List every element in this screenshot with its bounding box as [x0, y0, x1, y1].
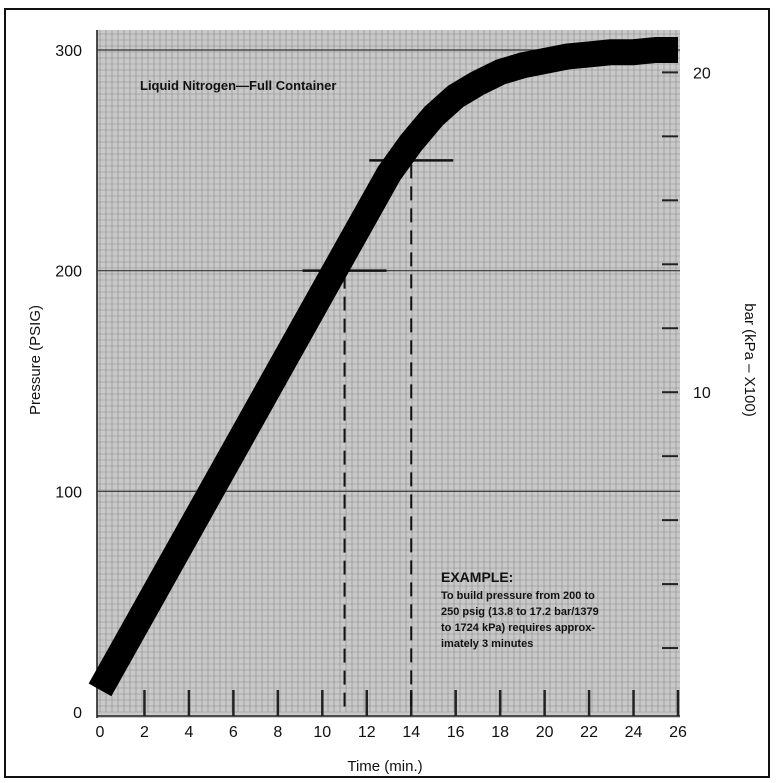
x-tick-label: 6: [229, 724, 238, 741]
plot-background: [97, 30, 680, 718]
plot-area: [97, 30, 680, 718]
x-axis-title: Time (min.): [347, 758, 422, 775]
grid-lines: [96, 30, 680, 718]
chart-title: Liquid Nitrogen—Full Container: [140, 78, 336, 93]
example-line: to 1724 kPa) requires approx-: [441, 622, 595, 634]
series-line: [88, 37, 678, 697]
x-tick-label: 18: [491, 724, 509, 741]
x-tick-label: 16: [447, 724, 465, 741]
y2-axis-title: bar (kPa – X100): [741, 303, 758, 416]
x-tick-label: 0: [96, 724, 105, 741]
x-tick-label: 12: [358, 724, 376, 741]
y-axis-title: Pressure (PSIG): [27, 305, 44, 415]
y2-tick-label: 10: [693, 385, 711, 402]
x-tick-label: 14: [402, 724, 420, 741]
y-tick-label: 0: [73, 705, 82, 722]
x-tick-label: 20: [536, 724, 554, 741]
example-line: imately 3 minutes: [441, 638, 533, 650]
y-tick-label: 100: [55, 484, 82, 501]
x-tick-label: 8: [273, 724, 282, 741]
x-tick-label: 4: [184, 724, 193, 741]
series-layer: [88, 37, 678, 697]
x-tick-label: 10: [313, 724, 331, 741]
y-tick-label: 200: [55, 264, 82, 281]
x-tick-label: 24: [625, 724, 643, 741]
x-tick-label: 22: [580, 724, 598, 741]
x-tick-label: 2: [140, 724, 149, 741]
example-heading: EXAMPLE:: [441, 569, 513, 585]
x-tick-label: 26: [669, 724, 687, 741]
y2-tick-label: 20: [693, 65, 711, 82]
example-note: EXAMPLE: To build pressure from 200 to 2…: [441, 569, 599, 650]
y-tick-label: 300: [55, 43, 82, 60]
axis-ticks: [143, 71, 680, 716]
example-line: To build pressure from 200 to: [441, 590, 595, 602]
example-line: 250 psig (13.8 to 17.2 bar/1379: [441, 606, 599, 618]
